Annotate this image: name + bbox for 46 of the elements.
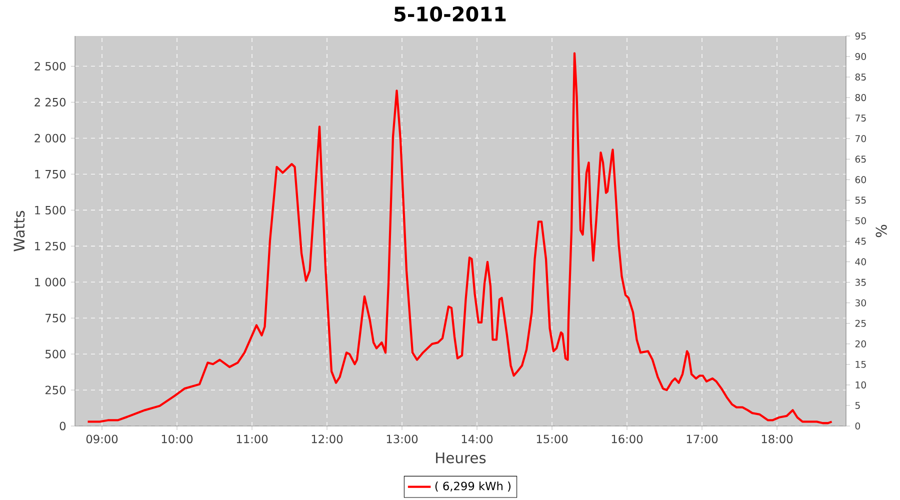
- y2-tick-label: 0: [855, 422, 860, 430]
- y2-tick-label: 35: [855, 278, 866, 286]
- y2-tick-label: 5: [855, 402, 860, 409]
- y-tick-label: 2 500: [34, 62, 66, 71]
- y-axis-title: Watts: [14, 210, 25, 252]
- y-tick-label: 1 250: [35, 242, 66, 250]
- y2-tick-label: 65: [855, 156, 866, 163]
- y2-tick-label: 85: [855, 74, 866, 81]
- y2-tick-label: 80: [855, 94, 866, 102]
- y2-tick-label: 45: [855, 238, 866, 245]
- x-tick-label: 13:00: [386, 434, 418, 444]
- y2-tick-label: 70: [856, 135, 866, 142]
- y-tick-label: 1 750: [35, 170, 66, 178]
- y-tick-label: 1 500: [35, 206, 66, 214]
- y-tick-label: 2 000: [34, 134, 66, 142]
- y2-tick-label: 10: [856, 381, 866, 388]
- x-tick-label: 09:00: [86, 434, 118, 444]
- x-tick-label: 10:00: [162, 434, 193, 444]
- y2-tick-label: 55: [855, 196, 866, 204]
- y-tick-label: 750: [46, 314, 66, 322]
- x-tick-label: 11:00: [236, 434, 268, 444]
- y2-tick-label: 95: [855, 32, 866, 40]
- chart-title: 5-10-2011: [394, 6, 506, 22]
- x-tick-label: 18:00: [762, 434, 793, 444]
- y2-tick-label: 15: [856, 360, 866, 368]
- x-tick-label: 16:00: [612, 434, 643, 444]
- y2-tick-label: 60: [855, 176, 866, 184]
- x-axis-title: Heures: [436, 452, 486, 464]
- x-tick-label: 15:00: [536, 434, 568, 444]
- legend-label: ( 6,299 kWh ): [435, 482, 510, 492]
- y2-tick-label: 90: [855, 53, 866, 60]
- x-tick-label: 12:00: [312, 434, 343, 444]
- y2-axis-title: %: [876, 224, 887, 238]
- y-tick-label: 500: [46, 350, 66, 358]
- y-tick-label: 1 000: [35, 278, 66, 286]
- y-tick-label: 0: [60, 422, 66, 430]
- y2-tick-label: 25: [855, 320, 866, 327]
- x-tick-label: 17:00: [686, 434, 718, 444]
- y2-tick-label: 75: [856, 114, 866, 122]
- y2-tick-label: 30: [855, 299, 866, 306]
- y2-tick-label: 20: [855, 340, 866, 348]
- y-tick-label: 250: [45, 386, 66, 394]
- y2-tick-label: 50: [855, 217, 866, 224]
- x-tick-label: 14:00: [462, 434, 493, 444]
- y2-tick-label: 40: [855, 258, 866, 266]
- y-tick-label: 2 250: [34, 98, 66, 106]
